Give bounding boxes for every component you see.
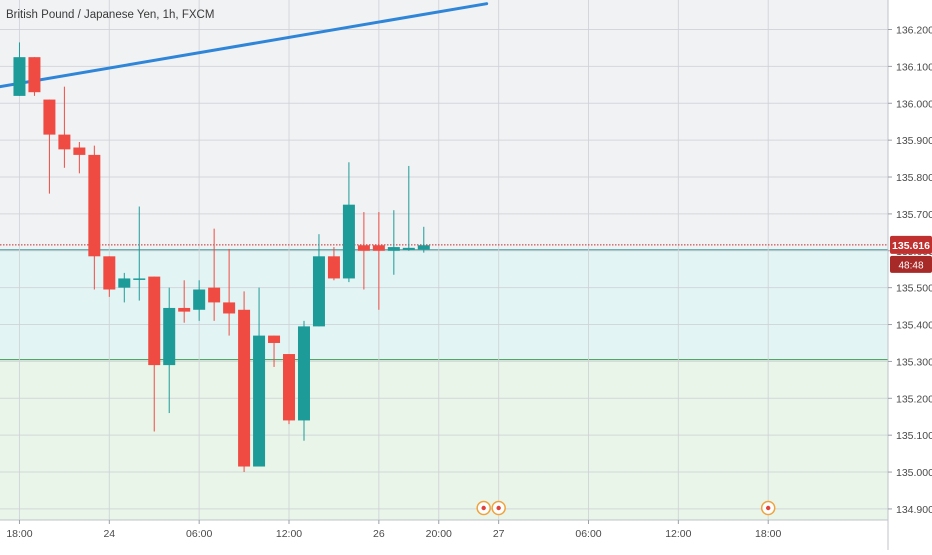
candle-body[interactable] — [193, 289, 206, 310]
candle-body[interactable] — [13, 57, 26, 96]
candle-body[interactable] — [297, 326, 310, 421]
y-tick-label: 135.300 — [896, 356, 932, 368]
y-tick-label: 135.500 — [896, 283, 932, 295]
zone-1 — [0, 359, 888, 520]
current-price-tag — [890, 235, 932, 254]
candle-body[interactable] — [58, 134, 71, 150]
candle-body[interactable] — [357, 245, 370, 251]
candle-body[interactable] — [253, 335, 266, 467]
trendline[interactable] — [0, 2, 489, 89]
y-tick-label: 135.000 — [896, 467, 932, 479]
candle-body[interactable] — [148, 276, 161, 366]
y-tick-label: 135.100 — [896, 430, 932, 442]
x-tick-label: 20:00 — [426, 528, 452, 540]
zone-0 — [0, 249, 888, 360]
y-tick-label: 135.800 — [896, 172, 932, 184]
y-tick-label: 134.900 — [896, 504, 932, 516]
event-marker-dot — [496, 505, 501, 511]
candle-body[interactable] — [327, 256, 340, 279]
x-tick-label: 12:00 — [665, 528, 691, 540]
candle-body[interactable] — [103, 256, 116, 290]
y-tick-label: 135.400 — [896, 320, 932, 332]
candle-body[interactable] — [342, 204, 355, 279]
event-marker-dot — [766, 505, 771, 511]
y-tick-label: 136.200 — [896, 25, 932, 37]
candle-body[interactable] — [73, 147, 86, 155]
y-tick-label: 136.100 — [896, 61, 932, 73]
candle-body[interactable] — [312, 256, 325, 327]
candle-body[interactable] — [238, 309, 251, 467]
candle-body[interactable] — [133, 278, 146, 280]
x-tick-label: 18:00 — [755, 528, 781, 540]
candle-body[interactable] — [43, 99, 56, 135]
candle-body[interactable] — [178, 307, 191, 312]
candle-body[interactable] — [88, 154, 101, 257]
candle-body[interactable] — [372, 245, 385, 251]
x-tick-label: 06:00 — [186, 528, 212, 540]
x-tick-label: 12:00 — [276, 528, 302, 540]
x-tick-label: 06:00 — [575, 528, 601, 540]
x-tick-label: 27 — [493, 528, 505, 540]
candle-body[interactable] — [402, 247, 415, 251]
x-tick-label: 24 — [103, 528, 115, 540]
candle-body[interactable] — [387, 247, 400, 251]
current-price-label: 135.616 — [892, 240, 930, 252]
candle-body[interactable] — [268, 335, 281, 343]
y-tick-label: 135.900 — [896, 135, 932, 147]
candle-body[interactable] — [208, 287, 221, 303]
chart-title: British Pound / Japanese Yen, 1h, FXCM — [6, 9, 215, 21]
y-tick-label: 135.200 — [896, 393, 932, 405]
candle-body[interactable] — [223, 302, 236, 314]
x-tick-label: 18:00 — [6, 528, 32, 540]
y-tick-label: 135.700 — [896, 209, 932, 221]
candle-body[interactable] — [28, 57, 41, 93]
countdown-label: 48:48 — [898, 260, 923, 271]
x-tick-label: 26 — [373, 528, 385, 540]
event-marker-dot — [481, 505, 486, 511]
y-tick-label: 136.000 — [896, 98, 932, 110]
candle-body[interactable] — [417, 245, 430, 250]
candle-body[interactable] — [118, 278, 131, 288]
countdown-tag — [890, 255, 932, 273]
candle-body[interactable] — [163, 307, 176, 366]
candle-body[interactable] — [283, 354, 296, 421]
